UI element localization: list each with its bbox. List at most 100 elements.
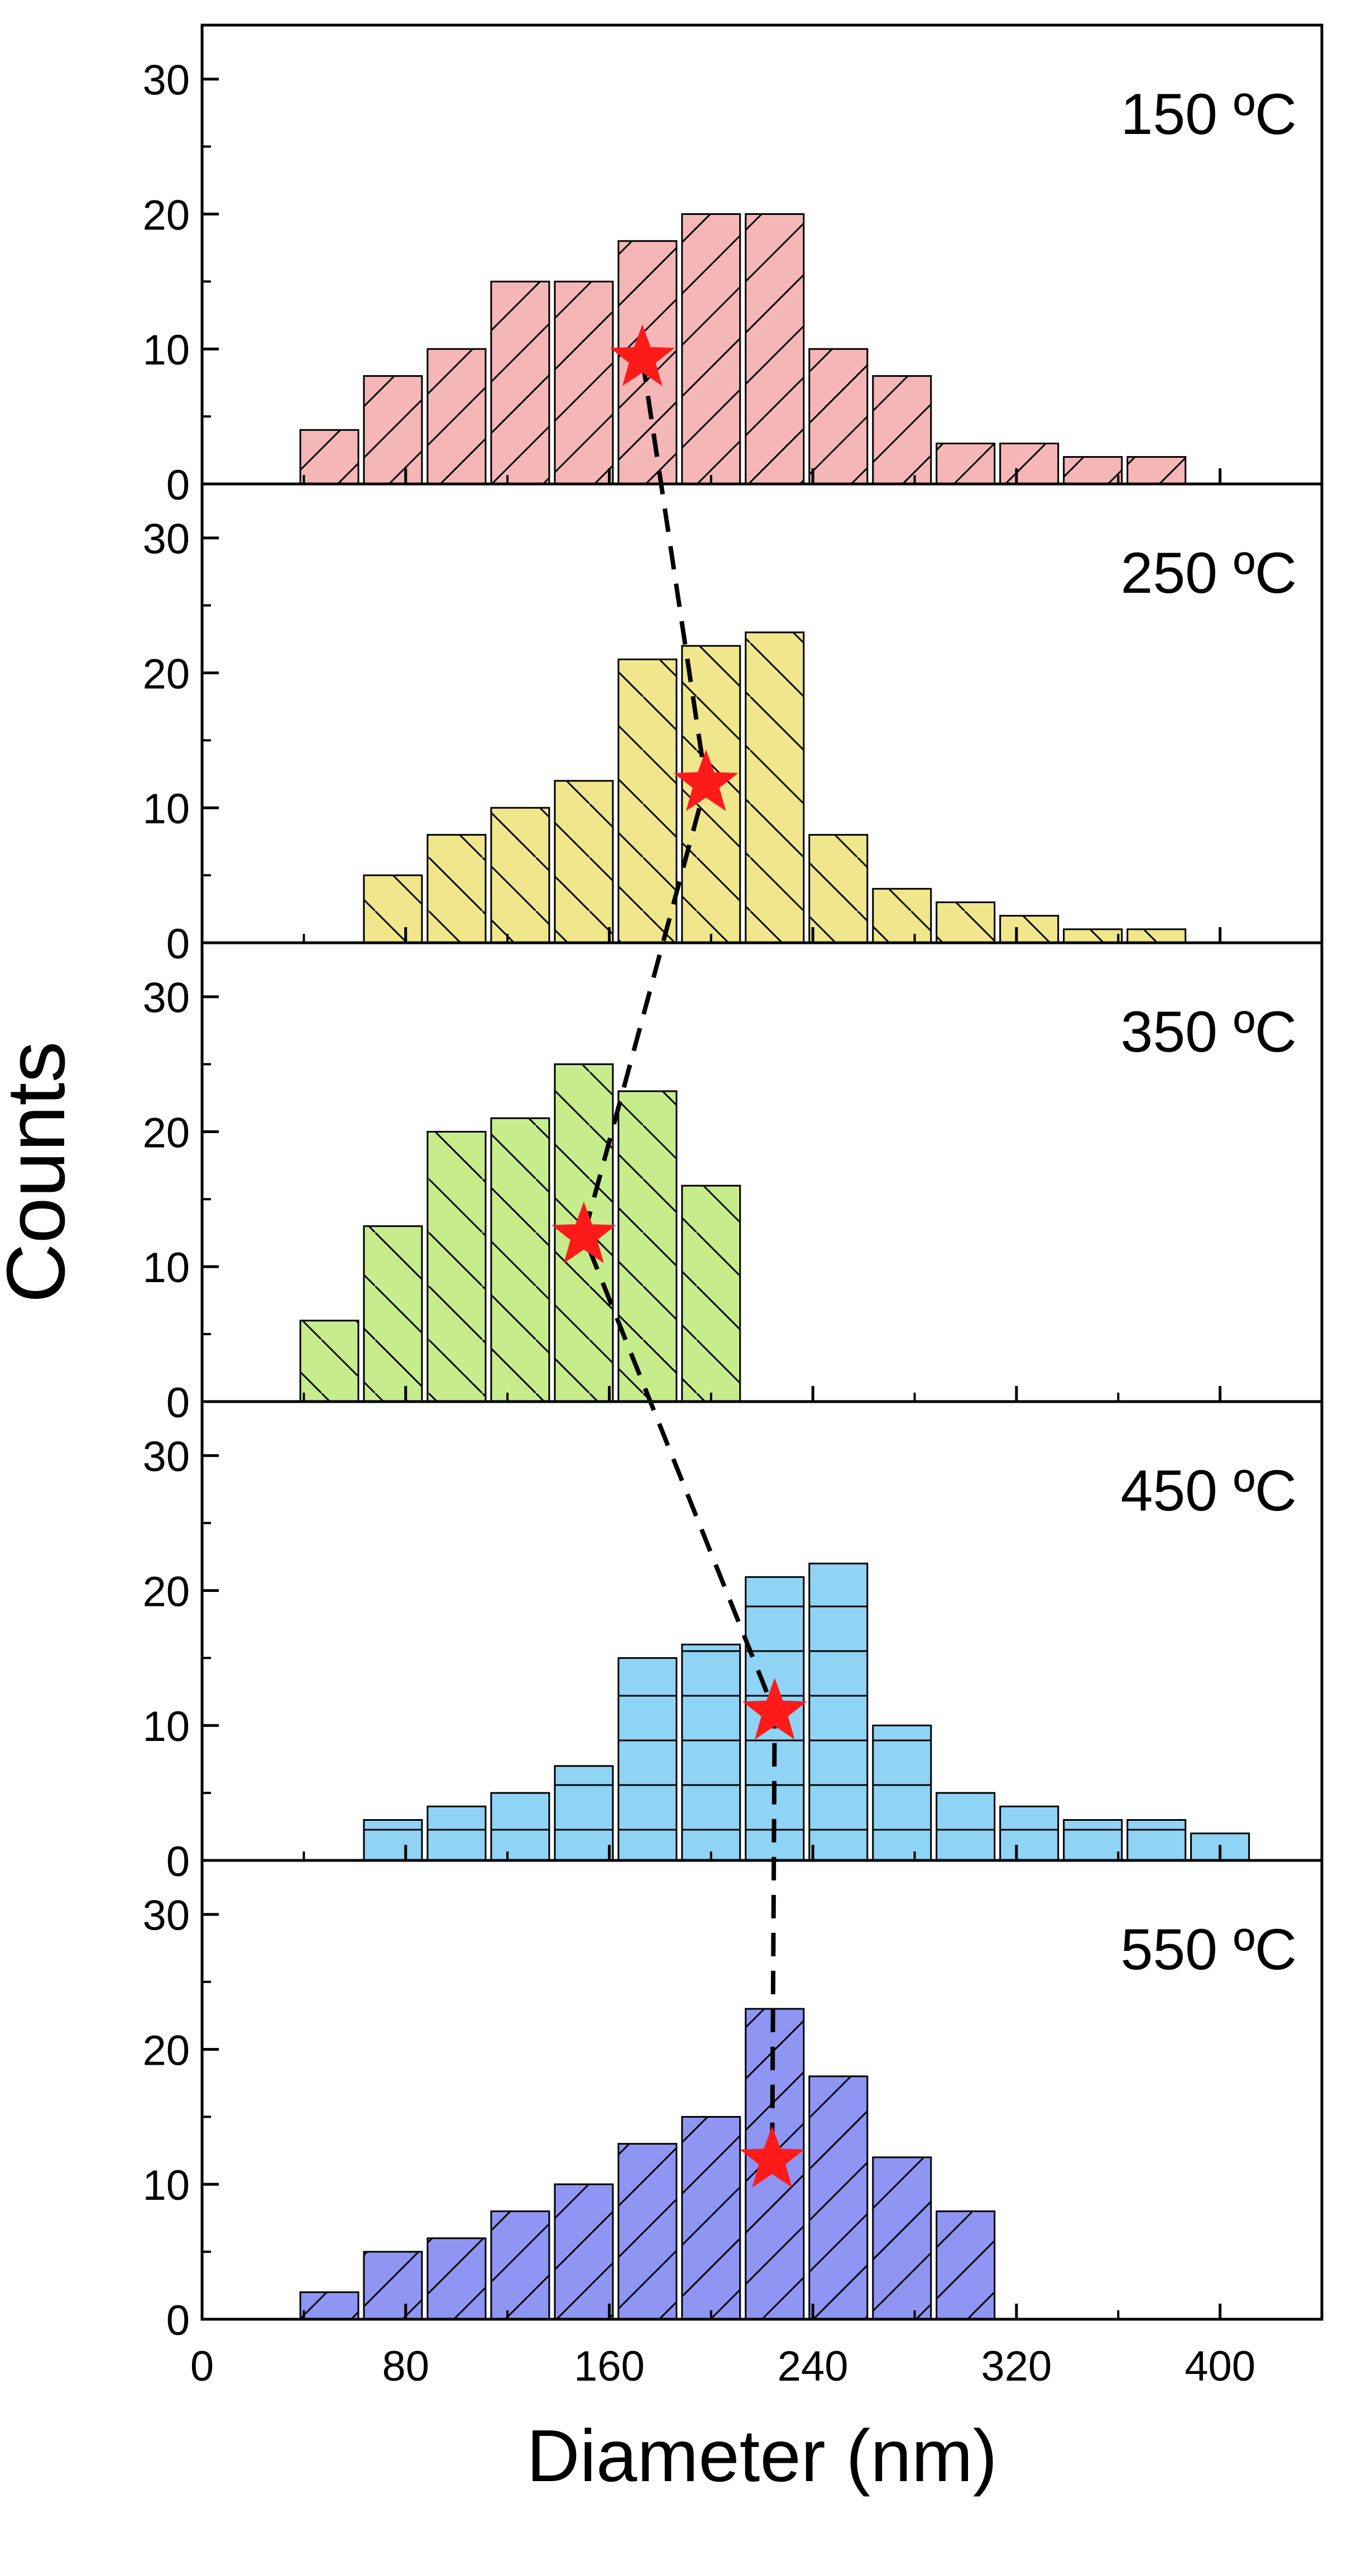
histogram-bar bbox=[1126, 1819, 1187, 1862]
histogram-bar bbox=[554, 1765, 614, 1862]
histogram-bar bbox=[426, 1131, 487, 1403]
histogram-bar bbox=[299, 1320, 359, 1403]
histogram-bar bbox=[936, 443, 996, 485]
y-tick-label: 0 bbox=[166, 1838, 190, 1886]
histogram-bar bbox=[1126, 928, 1187, 944]
trend-layer bbox=[551, 324, 807, 2188]
y-axis-title: Counts bbox=[0, 1042, 82, 1303]
x-tick-label: 400 bbox=[1185, 2343, 1255, 2390]
histogram-bar bbox=[745, 631, 805, 944]
panel-label: 450 ºC bbox=[1120, 1459, 1297, 1523]
histogram-bar bbox=[426, 2237, 487, 2320]
y-tick-label: 20 bbox=[142, 1568, 190, 1615]
histogram-bar bbox=[872, 2156, 932, 2320]
panel-label: 150 ºC bbox=[1120, 82, 1297, 147]
histogram-bar bbox=[1126, 456, 1187, 485]
histogram-bar bbox=[617, 658, 678, 944]
y-tick-label: 30 bbox=[142, 1892, 190, 1940]
panel-550: 0 10 20 30 550 ºC bbox=[142, 1859, 1324, 2344]
x-axis-title: Diameter (nm) bbox=[526, 2415, 997, 2497]
histogram-bar bbox=[681, 1643, 741, 1862]
histogram-bar bbox=[681, 2116, 741, 2320]
panel-label: 250 ºC bbox=[1120, 541, 1297, 606]
histogram-bar bbox=[808, 1562, 869, 1862]
y-tick-label: 0 bbox=[166, 2297, 190, 2344]
mean-diameter-star bbox=[740, 2126, 805, 2188]
histogram-bar bbox=[554, 780, 614, 944]
panel-250: 0 10 20 30 250 ºC bbox=[142, 482, 1324, 968]
histogram-bar bbox=[872, 888, 932, 944]
panel-frame bbox=[200, 1859, 1324, 2321]
histogram-bar bbox=[936, 1792, 996, 1862]
y-tick-label: 20 bbox=[142, 1109, 190, 1157]
histogram-bar bbox=[872, 375, 932, 485]
mean-diameter-star bbox=[673, 749, 739, 811]
mean-diameter-star bbox=[742, 1678, 807, 1740]
histogram-bar bbox=[363, 1819, 423, 1862]
panel-150: 0 10 20 30 150 ºC bbox=[142, 23, 1324, 509]
y-tick-label: 20 bbox=[142, 191, 190, 239]
histogram-bar bbox=[808, 2075, 869, 2320]
x-tick-label: 80 bbox=[382, 2343, 429, 2390]
histogram-bar bbox=[554, 280, 614, 485]
histogram-bar bbox=[808, 834, 869, 944]
histogram-bar bbox=[490, 280, 550, 485]
y-tick-label: 30 bbox=[142, 57, 190, 104]
y-tick-label: 30 bbox=[142, 516, 190, 563]
panel-350: 0 10 20 30 350 ºC bbox=[142, 941, 1324, 1427]
y-tick-label: 10 bbox=[142, 1703, 190, 1750]
y-tick-label: 0 bbox=[166, 920, 190, 968]
x-tick-label: 320 bbox=[981, 2343, 1052, 2390]
panel-450: 0 10 20 30 450 ºC bbox=[142, 1400, 1324, 1886]
axis-layer: 0 80 160 240 320 400 Diameter (nm) Counts bbox=[0, 1042, 1255, 2497]
histogram-bar bbox=[999, 443, 1059, 485]
y-tick-label: 10 bbox=[142, 327, 190, 374]
histogram-bar bbox=[872, 1724, 932, 1862]
panel-label: 550 ºC bbox=[1120, 1917, 1297, 1982]
y-tick-label: 30 bbox=[142, 1433, 190, 1481]
x-tick-label: 0 bbox=[190, 2343, 214, 2390]
histogram-bar bbox=[490, 1117, 550, 1403]
histogram-bar bbox=[617, 1657, 678, 1862]
mean-diameter-star bbox=[610, 324, 675, 386]
y-tick-label: 0 bbox=[166, 462, 190, 509]
y-tick-label: 0 bbox=[166, 1379, 190, 1427]
histogram-bar bbox=[363, 2251, 423, 2320]
panel-label: 350 ºC bbox=[1120, 1000, 1297, 1064]
histogram-bar bbox=[936, 901, 996, 944]
x-tick-label: 240 bbox=[778, 2343, 848, 2390]
histogram-bar bbox=[363, 375, 423, 485]
histogram-bar bbox=[490, 2210, 550, 2320]
y-tick-label: 20 bbox=[142, 650, 190, 698]
histogram-bar bbox=[299, 429, 359, 485]
x-tick-label: 160 bbox=[574, 2343, 645, 2390]
histogram-bar bbox=[936, 2210, 996, 2320]
histogram-bar bbox=[554, 2183, 614, 2320]
y-tick-label: 10 bbox=[142, 1244, 190, 1292]
histogram-bar bbox=[1063, 456, 1123, 485]
y-tick-label: 20 bbox=[142, 2027, 190, 2074]
histogram-bar bbox=[745, 213, 805, 485]
histogram-bar bbox=[490, 807, 550, 944]
histogram-bar bbox=[617, 2143, 678, 2320]
histogram-bar bbox=[617, 1090, 678, 1403]
histogram-bar bbox=[681, 213, 741, 485]
mean-trend-line bbox=[581, 358, 777, 2160]
histogram-bar bbox=[1063, 1819, 1123, 1862]
histogram-bar bbox=[299, 2291, 359, 2320]
y-tick-label: 10 bbox=[142, 2162, 190, 2209]
histogram-bar bbox=[1063, 928, 1123, 944]
histogram-bar bbox=[426, 834, 487, 944]
histogram-bar bbox=[426, 348, 487, 485]
y-tick-label: 30 bbox=[142, 975, 190, 1022]
histogram-bar bbox=[681, 1184, 741, 1403]
histogram-bar bbox=[999, 1805, 1059, 1862]
histogram-bar bbox=[490, 1792, 550, 1862]
histogram-bar bbox=[426, 1805, 487, 1862]
mean-diameter-star bbox=[551, 1201, 616, 1263]
histogram-bar bbox=[999, 915, 1059, 944]
histogram-bar bbox=[363, 874, 423, 944]
